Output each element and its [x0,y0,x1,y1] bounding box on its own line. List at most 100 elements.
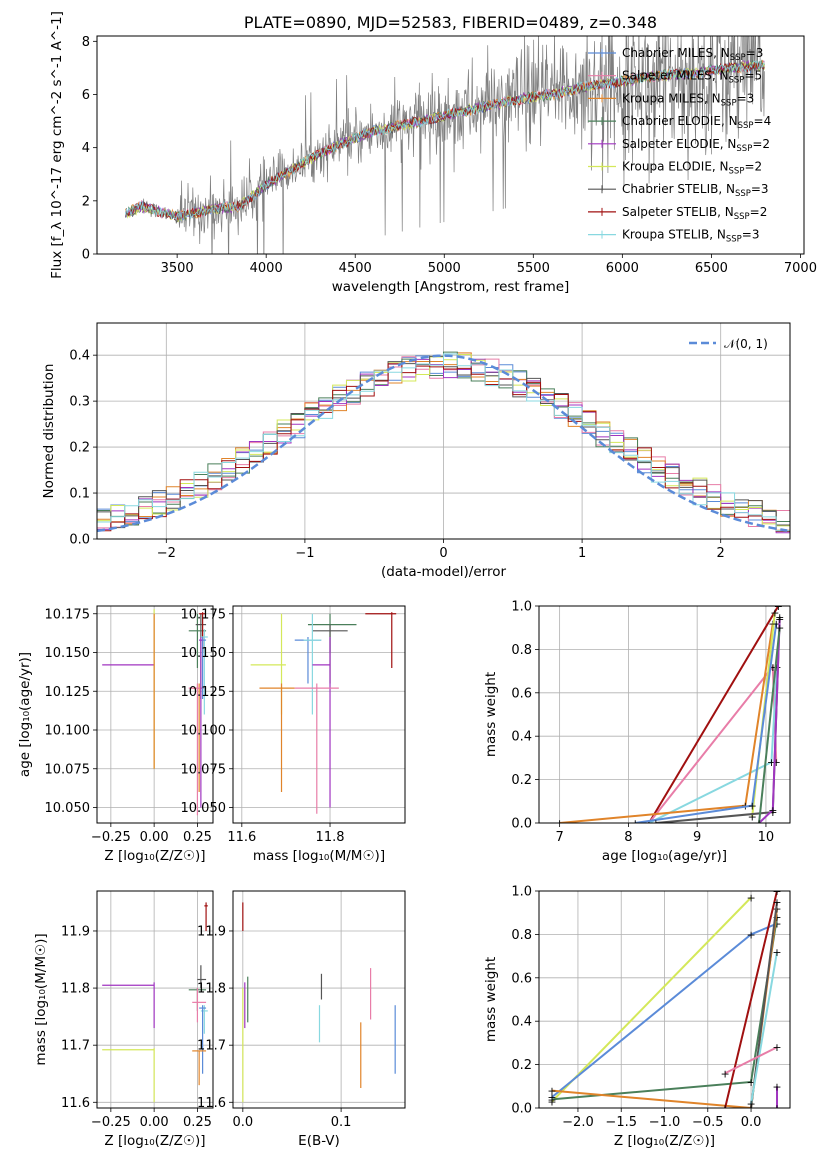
weight-marker: + [768,661,777,674]
x-tick-label: 0 [439,546,447,561]
legend-label: Salpeter ELODIE, NSSP=2 [622,137,770,154]
weight-marker: + [746,928,755,941]
age_vs_Z-ylabel: age [log₁₀(age/yr)] [17,652,33,777]
mass_vs_Z-xlabel: Z [log₁₀(Z/Z☉)] [104,1133,205,1149]
y-tick-label: 11.9 [61,924,90,939]
y-tick-label: 1.0 [511,885,532,900]
spectrum-axes: 3500 4000 4500 5000 5500 6000 6500 7000 0 2 4 6 8 wav… [49,11,817,295]
x-tick-label: −2.0 [562,1115,594,1130]
y-tick-label: 11.7 [197,1039,226,1054]
y-tick-label: 0.8 [511,928,532,943]
y-tick-label: 0.6 [511,686,532,701]
weight-marker: + [555,817,564,830]
y-tick-label: 0 [82,248,90,263]
weight_vs_age-frame [538,605,791,824]
histogram-kroupa-stelib [97,353,790,532]
y-tick-label: 10.050 [45,801,91,816]
x-tick-label: 9 [693,830,701,845]
y-tick-label: 4 [82,141,90,156]
weight-marker: + [772,756,781,769]
weight-marker: + [754,817,763,830]
y-tick-label: 8 [82,35,90,50]
legend-label: Chabrier ELODIE, NSSP=4 [622,114,771,131]
weight_vs_Z-ylabel: mass weight [483,957,499,1042]
x-tick-label: −1.0 [649,1115,681,1130]
y-tick-label: 11.6 [197,1096,226,1111]
weight_vs_Z-axes: +++++++++++++++++++++−2.0 −1.5 −1.0 −0.5 0.0… [483,885,791,1149]
x-tick-label: 0.0 [232,1115,253,1130]
spectrum-title: PLATE=0890, MJD=52583, FIBERID=0489, z=0… [244,13,657,32]
y-tick-label: 10.050 [181,801,227,816]
legend-label-gaussian: 𝒩(0, 1) [724,337,768,351]
y-tick-label: 0.4 [69,349,90,364]
y-tick-label: 0.3 [69,395,90,410]
weight_vs_age-ylabel: mass weight [483,672,499,757]
weight-marker: + [547,1091,556,1104]
spectrum-plot-area [125,36,765,254]
y-tick-label: 0.1 [69,487,90,502]
weight-marker: + [746,1076,755,1089]
spectrum-legend: Chabrier MILES, NSSP=3 Salpeter MILES, NS… [588,46,771,245]
weight-line [758,627,781,823]
weight_vs_Z-plot-area: +++++++++++++++++++++ [547,885,782,1115]
y-tick-label: 0.2 [69,441,90,456]
weight-marker: + [772,1102,781,1115]
y-tick-label: 0.2 [511,773,532,788]
age_vs_Z-xlabel: Z [log₁₀(Z/Z☉)] [104,848,205,864]
weight-line [648,606,780,823]
y-tick-label: 0.4 [511,730,532,745]
y-tick-label: 11.9 [197,924,226,939]
weight-line [750,951,779,1104]
histogram-salpeter-stelib [97,363,790,532]
mass_vs_Z-axes: −0.25 0.00 0.25 11.6 11.7 11.8 11.9 Z [log₁₀(Z/… [33,890,214,1149]
weight-line [551,896,752,1103]
gaussian-curve [97,354,788,533]
age_vs_mass-frame [232,605,406,824]
x-tick-label: −2 [157,546,176,561]
y-tick-label: 1.0 [511,600,532,615]
weight-marker: + [772,885,781,898]
y-tick-label: 11.8 [197,982,226,997]
weight-marker: + [746,892,755,905]
age_vs_Z-axes: −0.25 0.00 0.25 10.050 10.075 10.100 10.125 10.… [17,605,214,864]
weight-marker: + [746,1098,755,1111]
x-tick-label: 0.00 [140,1115,169,1130]
weight-marker: + [720,1067,729,1080]
x-tick-label: 8 [624,830,632,845]
y-tick-label: 11.7 [61,1039,90,1054]
weight-marker: + [547,1095,556,1108]
weight-line [559,623,774,823]
weight-marker: + [720,1102,729,1115]
weight-line [724,891,778,1108]
x-tick-label: 11.8 [316,830,345,845]
x-tick-label: 5500 [517,261,550,276]
x-tick-label: 6000 [606,261,639,276]
weight-line [648,664,778,823]
weight-marker: + [772,617,781,630]
x-tick-label: 4500 [339,261,372,276]
y-tick-label: 0.6 [511,971,532,986]
weight-marker: + [772,918,781,931]
weight-marker: + [547,1093,556,1106]
x-tick-label: 2 [717,546,725,561]
x-tick-label: 0.25 [183,1115,212,1130]
legend-label: Chabrier STELIB, NSSP=3 [622,182,769,199]
weight-line [758,618,781,823]
mass_vs_EBV-axes: 0.0 0.1 11.6 11.7 11.8 11.9 E(B-V) [197,890,406,1149]
residuals-ylabel: Normed distribution [41,364,57,499]
weight-marker: + [772,946,781,959]
y-tick-label: 0.0 [511,1102,532,1117]
x-tick-label: 4000 [250,261,283,276]
weight-line [724,1046,778,1075]
residuals-axes: −2 −1 0 1 2 0.0 0.1 0.2 0.3 0.4 (data-model)/error… [41,322,791,580]
weight-marker: + [772,1041,781,1054]
y-tick-label: 11.6 [61,1096,90,1111]
weight-line [648,666,778,823]
legend-label: Kroupa ELODIE, NSSP=2 [622,160,762,177]
legend-label: Kroupa STELIB, NSSP=3 [622,228,760,245]
x-tick-label: −0.25 [91,830,131,845]
y-tick-label: 0.2 [511,1058,532,1073]
y-tick-label: 10.175 [45,607,91,622]
weight-marker: + [768,806,777,819]
age_vs_mass-axes: 11.6 11.8 10.050 10.075 10.100 10.125 10.150 10… [181,605,406,864]
